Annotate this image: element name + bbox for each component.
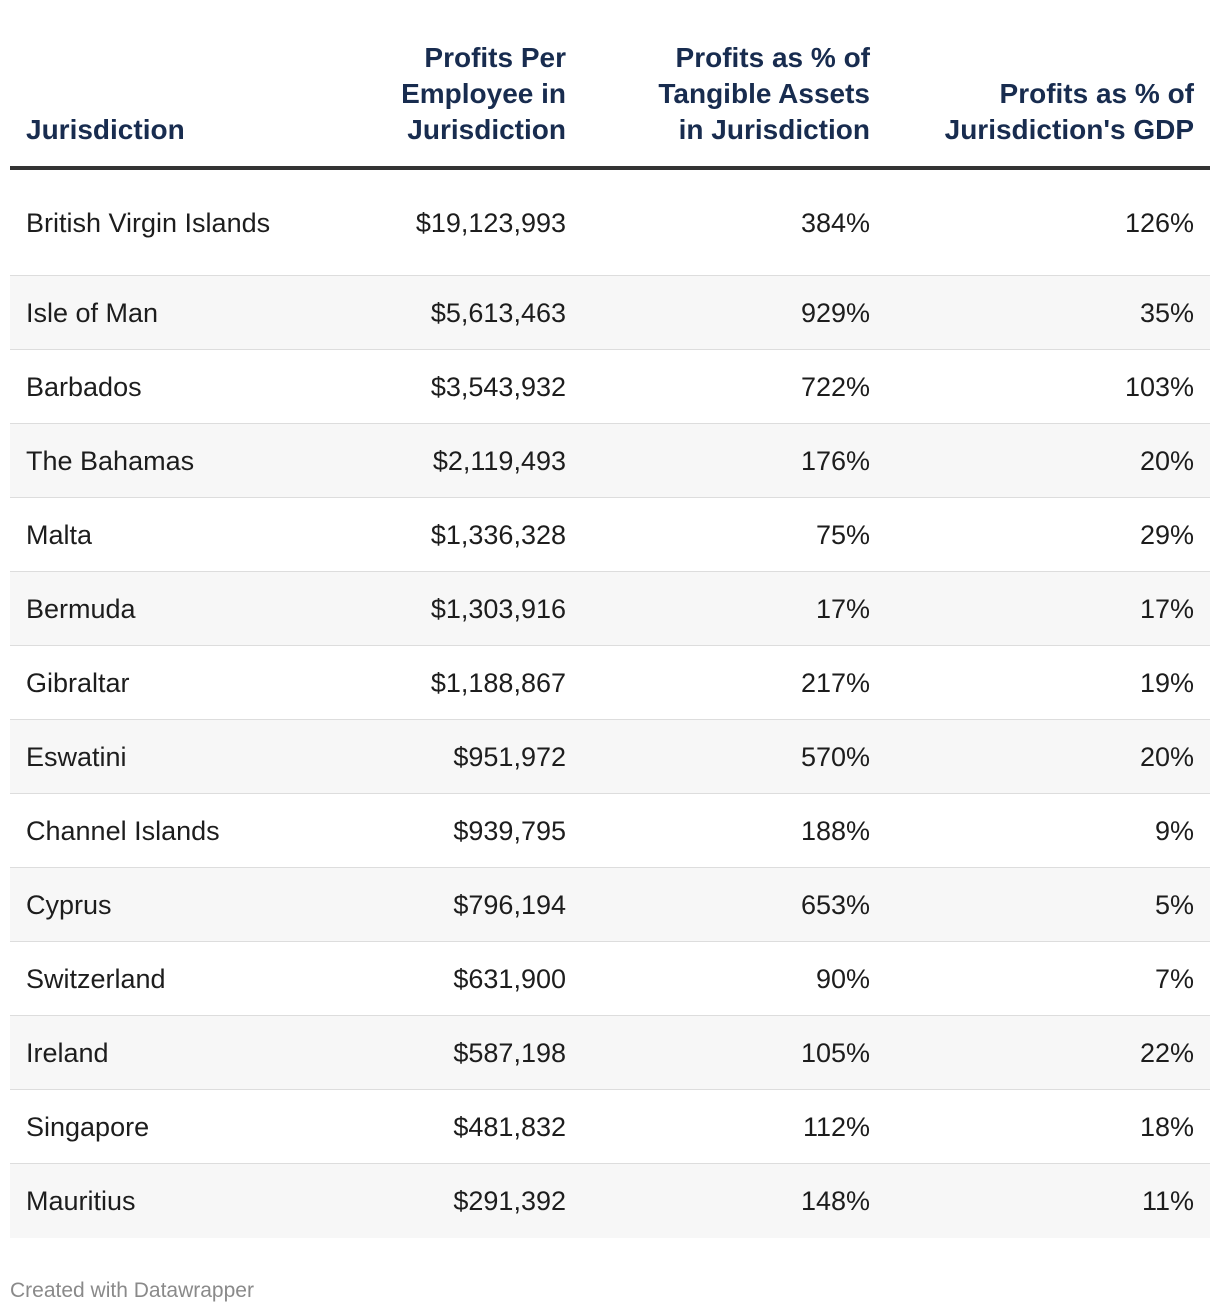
- data-table: Jurisdiction Profits Per Employee in Jur…: [10, 38, 1210, 1238]
- cell-pct-tangible-assets: 653%: [800, 889, 870, 920]
- column-header-pct-tangible-assets[interactable]: Profits as % of Tangible Assets in Juris…: [658, 42, 870, 145]
- table-row: The Bahamas $2,119,493 176% 20%: [10, 424, 1210, 498]
- table-row: Bermuda $1,303,916 17% 17%: [10, 572, 1210, 646]
- cell-jurisdiction: Cyprus: [26, 889, 112, 920]
- table-row: Singapore $481,832 112% 18%: [10, 1090, 1210, 1164]
- datawrapper-credit[interactable]: Created with Datawrapper: [10, 1279, 254, 1302]
- cell-jurisdiction: Isle of Man: [26, 297, 159, 328]
- table-row: Channel Islands $939,795 188% 9%: [10, 794, 1210, 868]
- cell-jurisdiction: Barbados: [26, 371, 142, 402]
- cell-jurisdiction: Mauritius: [26, 1186, 136, 1216]
- cell-jurisdiction: Channel Islands: [26, 815, 220, 846]
- cell-profits-per-employee: $19,123,993: [415, 207, 566, 238]
- table-row: British Virgin Islands $19,123,993 384% 126…: [10, 170, 1210, 276]
- cell-pct-gdp: 7%: [1154, 963, 1194, 994]
- cell-pct-tangible-assets: 105%: [800, 1037, 870, 1068]
- column-header-pct-gdp[interactable]: Profits as % of Jurisdiction's GDP: [944, 78, 1194, 145]
- cell-pct-tangible-assets: 112%: [802, 1111, 870, 1142]
- cell-pct-gdp: 22%: [1139, 1037, 1194, 1068]
- cell-pct-tangible-assets: 90%: [815, 963, 870, 994]
- cell-jurisdiction: Switzerland: [26, 963, 166, 994]
- cell-profits-per-employee: $587,198: [453, 1037, 566, 1068]
- cell-pct-tangible-assets: 722%: [800, 371, 870, 402]
- cell-pct-gdp: 103%: [1124, 371, 1194, 402]
- table-row: Cyprus $796,194 653% 5%: [10, 868, 1210, 942]
- cell-pct-tangible-assets: 217%: [800, 667, 870, 698]
- cell-profits-per-employee: $951,972: [453, 741, 566, 772]
- cell-pct-gdp: 5%: [1154, 889, 1194, 920]
- cell-profits-per-employee: $3,543,932: [430, 371, 566, 402]
- cell-pct-tangible-assets: 929%: [800, 297, 870, 328]
- column-header-jurisdiction[interactable]: Jurisdiction: [26, 114, 185, 145]
- cell-profits-per-employee: $796,194: [453, 889, 566, 920]
- cell-pct-gdp: 20%: [1139, 741, 1194, 772]
- table-row: Eswatini $951,972 570% 20%: [10, 720, 1210, 794]
- table-row: Switzerland $631,900 90% 7%: [10, 942, 1210, 1016]
- cell-pct-gdp: 18%: [1139, 1111, 1194, 1142]
- cell-profits-per-employee: $2,119,493: [432, 445, 566, 476]
- cell-pct-tangible-assets: 176%: [800, 445, 870, 476]
- table-body: British Virgin Islands $19,123,993 384% 126…: [10, 170, 1210, 1238]
- cell-profits-per-employee: $291,392: [453, 1186, 566, 1216]
- cell-profits-per-employee: $1,303,916: [430, 593, 566, 624]
- cell-pct-gdp: 11%: [1141, 1186, 1194, 1216]
- cell-pct-gdp: 29%: [1139, 519, 1194, 550]
- table-header: Jurisdiction Profits Per Employee in Jur…: [10, 38, 1210, 170]
- cell-profits-per-employee: $481,832: [453, 1111, 566, 1142]
- cell-pct-gdp: 35%: [1139, 297, 1194, 328]
- cell-profits-per-employee: $1,336,328: [430, 519, 566, 550]
- table-row: Mauritius $291,392 148% 11%: [10, 1164, 1210, 1238]
- cell-profits-per-employee: $939,795: [453, 815, 566, 846]
- cell-jurisdiction: British Virgin Islands: [26, 207, 271, 238]
- cell-profits-per-employee: $1,188,867: [430, 667, 566, 698]
- cell-pct-gdp: 20%: [1139, 445, 1194, 476]
- cell-jurisdiction: Ireland: [26, 1037, 109, 1068]
- cell-pct-gdp: 9%: [1154, 815, 1194, 846]
- column-header-profits-per-employee[interactable]: Profits Per Employee in Jurisdiction: [401, 42, 566, 145]
- cell-pct-gdp: 19%: [1139, 667, 1194, 698]
- cell-pct-gdp: 126%: [1124, 207, 1194, 238]
- cell-pct-tangible-assets: 570%: [800, 741, 870, 772]
- cell-jurisdiction: Bermuda: [26, 593, 136, 624]
- cell-jurisdiction: Eswatini: [26, 741, 127, 772]
- cell-jurisdiction: Gibraltar: [26, 667, 130, 698]
- cell-pct-tangible-assets: 384%: [800, 207, 870, 238]
- table-row: Gibraltar $1,188,867 217% 19%: [10, 646, 1210, 720]
- cell-pct-tangible-assets: 148%: [800, 1186, 870, 1216]
- cell-pct-tangible-assets: 17%: [815, 593, 870, 624]
- table-row: Isle of Man $5,613,463 929% 35%: [10, 276, 1210, 350]
- cell-pct-gdp: 17%: [1139, 593, 1194, 624]
- cell-profits-per-employee: $631,900: [453, 963, 566, 994]
- cell-profits-per-employee: $5,613,463: [430, 297, 566, 328]
- cell-pct-tangible-assets: 188%: [800, 815, 870, 846]
- table-row: Malta $1,336,328 75% 29%: [10, 498, 1210, 572]
- cell-jurisdiction: Singapore: [26, 1111, 150, 1142]
- cell-pct-tangible-assets: 75%: [815, 519, 870, 550]
- cell-jurisdiction: Malta: [26, 519, 93, 550]
- cell-jurisdiction: The Bahamas: [26, 445, 195, 476]
- table-row: Barbados $3,543,932 722% 103%: [10, 350, 1210, 424]
- table-row: Ireland $587,198 105% 22%: [10, 1016, 1210, 1090]
